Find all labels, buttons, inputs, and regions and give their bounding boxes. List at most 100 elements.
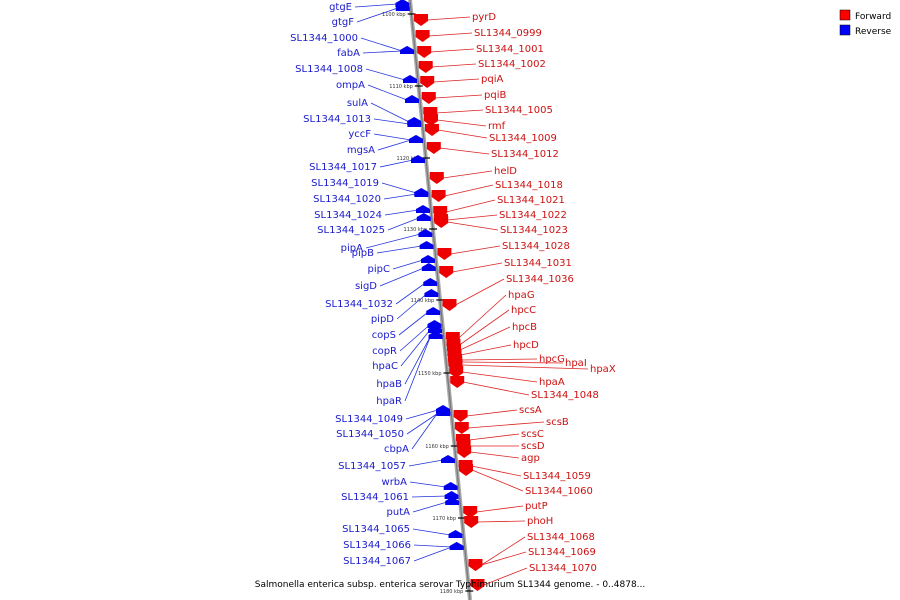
gene-label-gtgf[interactable]: gtgF	[332, 17, 355, 28]
gene-label-sl1344-0999[interactable]: SL1344_0999	[474, 28, 542, 39]
gene-label-sl1344-1068[interactable]: SL1344_1068	[527, 532, 595, 543]
gene-label-sl1344-1008[interactable]: SL1344_1008	[295, 64, 363, 75]
gene-gtgf[interactable]	[395, 3, 410, 11]
gene-mgsa[interactable]	[409, 135, 423, 143]
gene-label-pipc[interactable]: pipC	[368, 264, 390, 275]
gene-sl1344-1012[interactable]	[426, 142, 441, 154]
gene-pqib[interactable]	[421, 92, 436, 104]
gene-scsa[interactable]	[453, 410, 468, 422]
gene-label-pqia[interactable]: pqiA	[481, 74, 503, 85]
gene-sl1344-1067[interactable]	[449, 542, 464, 550]
gene-agp[interactable]	[457, 446, 472, 458]
gene-label-sl1344-1060[interactable]: SL1344_1060	[525, 486, 593, 497]
gene-label-sula[interactable]: sulA	[347, 98, 368, 109]
gene-label-sl1344-1001[interactable]: SL1344_1001	[476, 44, 544, 55]
gene-label-hpab[interactable]: hpaB	[376, 379, 402, 390]
gene-sl1344-1002[interactable]	[418, 61, 433, 73]
gene-label-sl1344-1031[interactable]: SL1344_1031	[504, 258, 572, 269]
gene-label-hpcg[interactable]: hpcG	[539, 354, 565, 365]
gene-pyrd[interactable]	[414, 14, 428, 26]
gene-sl1344-0999[interactable]	[415, 30, 430, 42]
gene-label-cops[interactable]: copS	[372, 330, 396, 341]
gene-putp[interactable]	[463, 506, 478, 518]
gene-label-faba[interactable]: fabA	[337, 48, 360, 59]
gene-cbpa[interactable]	[436, 407, 451, 415]
gene-label-rmf[interactable]: rmf	[488, 121, 506, 132]
gene-label-pipa[interactable]: pipA	[341, 243, 363, 254]
gene-label-hpaa[interactable]: hpaA	[539, 377, 565, 388]
gene-label-sl1344-1028[interactable]: SL1344_1028	[502, 241, 570, 252]
gene-hpaa[interactable]	[449, 366, 464, 378]
gene-pipc[interactable]	[421, 255, 435, 263]
gene-pqia[interactable]	[420, 76, 435, 88]
gene-hpar[interactable]	[428, 331, 443, 339]
gene-sl1344-1024[interactable]	[416, 205, 430, 213]
gene-label-sl1344-1024[interactable]: SL1344_1024	[314, 210, 382, 221]
gene-sl1344-1001[interactable]	[417, 46, 432, 58]
gene-sl1344-1020[interactable]	[414, 189, 429, 197]
gene-label-scsc[interactable]: scsC	[521, 429, 544, 440]
gene-label-pipd[interactable]: pipD	[371, 314, 394, 325]
gene-label-sl1344-1050[interactable]: SL1344_1050	[336, 429, 404, 440]
gene-label-hpax[interactable]: hpaX	[590, 364, 616, 375]
gene-label-sl1344-1017[interactable]: SL1344_1017	[309, 162, 377, 173]
gene-label-agp[interactable]: agp	[521, 453, 540, 464]
gene-held[interactable]	[429, 172, 444, 184]
gene-label-scsa[interactable]: scsA	[519, 405, 542, 416]
gene-label-sl1344-1012[interactable]: SL1344_1012	[491, 149, 559, 160]
gene-scsb[interactable]	[454, 422, 469, 434]
gene-label-scsd[interactable]: scsD	[521, 441, 545, 452]
gene-faba[interactable]	[400, 46, 415, 54]
gene-pipa[interactable]	[418, 229, 433, 237]
gene-label-sl1344-1000[interactable]: SL1344_1000	[290, 33, 358, 44]
gene-label-copr[interactable]: copR	[372, 346, 397, 357]
gene-label-cbpa[interactable]: cbpA	[384, 444, 409, 455]
gene-pipb[interactable]	[419, 241, 434, 249]
gene-label-sl1344-1066[interactable]: SL1344_1066	[343, 540, 411, 551]
gene-copr[interactable]	[427, 320, 442, 328]
gene-sl1344-1060[interactable]	[459, 464, 473, 476]
gene-sl1344-1036[interactable]	[442, 299, 457, 311]
gene-label-sl1344-1048[interactable]: SL1344_1048	[531, 390, 599, 401]
gene-label-sl1344-1020[interactable]: SL1344_1020	[313, 194, 381, 205]
gene-label-sl1344-1070[interactable]: SL1344_1070	[529, 563, 597, 574]
gene-sl1344-1017[interactable]	[411, 155, 425, 163]
gene-label-hpag[interactable]: hpaG	[508, 290, 535, 301]
gene-label-mgsa[interactable]: mgsA	[347, 145, 375, 156]
gene-label-sl1344-1059[interactable]: SL1344_1059	[523, 471, 591, 482]
gene-label-sl1344-1069[interactable]: SL1344_1069	[528, 547, 596, 558]
gene-label-wrba[interactable]: wrbA	[382, 477, 408, 488]
gene-label-pipb[interactable]: pipB	[352, 248, 374, 259]
gene-label-sl1344-1022[interactable]: SL1344_1022	[499, 210, 567, 221]
gene-ompa[interactable]	[405, 95, 419, 103]
gene-label-hpcd[interactable]: hpcD	[513, 340, 539, 351]
gene-label-ompa[interactable]: ompA	[336, 80, 365, 91]
gene-label-phoh[interactable]: phoH	[527, 516, 553, 527]
gene-label-sl1344-1025[interactable]: SL1344_1025	[317, 225, 385, 236]
gene-label-yccf[interactable]: yccF	[348, 129, 371, 140]
gene-label-scsb[interactable]: scsB	[546, 417, 569, 428]
gene-label-hpcc[interactable]: hpcC	[511, 305, 536, 316]
gene-label-sl1344-1023[interactable]: SL1344_1023	[500, 225, 568, 236]
gene-label-sl1344-1013[interactable]: SL1344_1013	[303, 114, 371, 125]
gene-rmf[interactable]	[424, 114, 438, 126]
gene-label-sl1344-1065[interactable]: SL1344_1065	[342, 524, 410, 535]
gene-pipd[interactable]	[424, 289, 439, 297]
gene-sl1344-1009[interactable]	[425, 124, 439, 136]
gene-sl1344-1070[interactable]	[470, 579, 485, 591]
gene-sl1344-1008[interactable]	[403, 75, 417, 83]
gene-phoh[interactable]	[464, 516, 479, 528]
gene-sl1344-1023[interactable]	[434, 216, 449, 228]
gene-label-putp[interactable]: putP	[525, 501, 548, 512]
gene-sl1344-1069[interactable]	[468, 559, 483, 571]
gene-sl1344-1048[interactable]	[450, 376, 465, 388]
gene-label-sl1344-1005[interactable]: SL1344_1005	[485, 105, 553, 116]
gene-sl1344-1025[interactable]	[416, 213, 431, 221]
gene-label-hpar[interactable]: hpaR	[376, 396, 402, 407]
gene-sigd[interactable]	[421, 263, 436, 271]
gene-label-pyrd[interactable]: pyrD	[472, 12, 496, 23]
gene-cops[interactable]	[426, 307, 441, 315]
gene-label-sl1344-1021[interactable]: SL1344_1021	[497, 195, 565, 206]
gene-label-sl1344-1061[interactable]: SL1344_1061	[341, 492, 409, 503]
gene-puta[interactable]	[445, 497, 460, 505]
